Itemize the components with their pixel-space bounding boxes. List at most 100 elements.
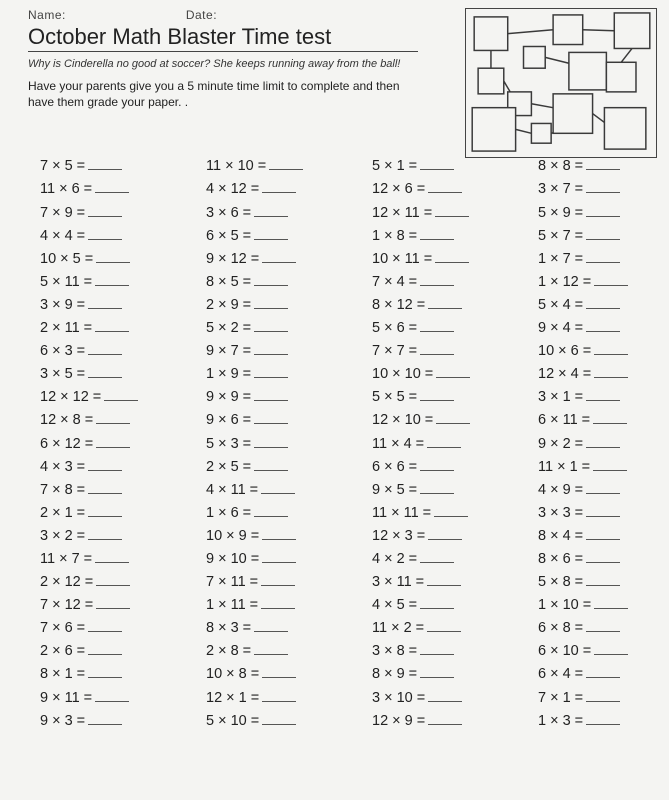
answer-blank[interactable]	[586, 574, 620, 586]
answer-blank[interactable]	[586, 505, 620, 517]
answer-blank[interactable]	[88, 482, 122, 494]
answer-blank[interactable]	[594, 343, 628, 355]
answer-blank[interactable]	[88, 158, 122, 170]
answer-blank[interactable]	[593, 459, 627, 471]
answer-blank[interactable]	[88, 713, 122, 725]
answer-blank[interactable]	[88, 205, 122, 217]
answer-blank[interactable]	[262, 181, 296, 193]
answer-blank[interactable]	[95, 551, 129, 563]
answer-blank[interactable]	[586, 620, 620, 632]
answer-blank[interactable]	[420, 459, 454, 471]
answer-blank[interactable]	[434, 505, 468, 517]
answer-blank[interactable]	[254, 459, 288, 471]
answer-blank[interactable]	[427, 620, 461, 632]
answer-blank[interactable]	[586, 389, 620, 401]
answer-blank[interactable]	[95, 274, 129, 286]
answer-blank[interactable]	[95, 181, 129, 193]
answer-blank[interactable]	[96, 574, 130, 586]
answer-blank[interactable]	[262, 251, 296, 263]
answer-blank[interactable]	[88, 528, 122, 540]
answer-blank[interactable]	[436, 412, 470, 424]
answer-blank[interactable]	[586, 690, 620, 702]
answer-blank[interactable]	[96, 412, 130, 424]
answer-blank[interactable]	[586, 181, 620, 193]
answer-blank[interactable]	[262, 528, 296, 540]
answer-blank[interactable]	[254, 620, 288, 632]
answer-blank[interactable]	[420, 320, 454, 332]
answer-blank[interactable]	[88, 505, 122, 517]
answer-blank[interactable]	[427, 574, 461, 586]
answer-blank[interactable]	[420, 228, 454, 240]
answer-blank[interactable]	[254, 389, 288, 401]
answer-blank[interactable]	[420, 158, 454, 170]
answer-blank[interactable]	[428, 713, 462, 725]
answer-blank[interactable]	[594, 274, 628, 286]
answer-blank[interactable]	[261, 597, 295, 609]
answer-blank[interactable]	[261, 482, 295, 494]
answer-blank[interactable]	[420, 389, 454, 401]
answer-blank[interactable]	[88, 643, 122, 655]
answer-blank[interactable]	[88, 666, 122, 678]
answer-blank[interactable]	[254, 274, 288, 286]
answer-blank[interactable]	[420, 666, 454, 678]
answer-blank[interactable]	[420, 343, 454, 355]
answer-blank[interactable]	[420, 597, 454, 609]
answer-blank[interactable]	[594, 597, 628, 609]
answer-blank[interactable]	[254, 436, 288, 448]
answer-blank[interactable]	[254, 343, 288, 355]
answer-blank[interactable]	[254, 643, 288, 655]
answer-blank[interactable]	[262, 690, 296, 702]
answer-blank[interactable]	[262, 666, 296, 678]
answer-blank[interactable]	[428, 528, 462, 540]
answer-blank[interactable]	[586, 158, 620, 170]
answer-blank[interactable]	[96, 597, 130, 609]
answer-blank[interactable]	[428, 297, 462, 309]
answer-blank[interactable]	[88, 297, 122, 309]
answer-blank[interactable]	[586, 666, 620, 678]
answer-blank[interactable]	[269, 158, 303, 170]
answer-blank[interactable]	[88, 620, 122, 632]
answer-blank[interactable]	[95, 320, 129, 332]
answer-blank[interactable]	[261, 574, 295, 586]
answer-blank[interactable]	[586, 528, 620, 540]
answer-blank[interactable]	[254, 366, 288, 378]
answer-blank[interactable]	[435, 205, 469, 217]
answer-blank[interactable]	[88, 459, 122, 471]
answer-blank[interactable]	[594, 366, 628, 378]
answer-blank[interactable]	[420, 482, 454, 494]
answer-blank[interactable]	[254, 505, 288, 517]
answer-blank[interactable]	[586, 551, 620, 563]
answer-blank[interactable]	[586, 251, 620, 263]
answer-blank[interactable]	[254, 205, 288, 217]
answer-blank[interactable]	[420, 643, 454, 655]
answer-blank[interactable]	[586, 297, 620, 309]
answer-blank[interactable]	[254, 320, 288, 332]
answer-blank[interactable]	[254, 228, 288, 240]
answer-blank[interactable]	[262, 713, 296, 725]
answer-blank[interactable]	[88, 343, 122, 355]
answer-blank[interactable]	[88, 228, 122, 240]
answer-blank[interactable]	[586, 205, 620, 217]
answer-blank[interactable]	[262, 551, 296, 563]
answer-blank[interactable]	[96, 436, 130, 448]
answer-blank[interactable]	[427, 436, 461, 448]
answer-blank[interactable]	[436, 366, 470, 378]
answer-blank[interactable]	[420, 551, 454, 563]
answer-blank[interactable]	[593, 412, 627, 424]
answer-blank[interactable]	[586, 713, 620, 725]
answer-blank[interactable]	[586, 436, 620, 448]
answer-blank[interactable]	[435, 251, 469, 263]
answer-blank[interactable]	[104, 389, 138, 401]
answer-blank[interactable]	[420, 274, 454, 286]
answer-blank[interactable]	[586, 320, 620, 332]
answer-blank[interactable]	[586, 228, 620, 240]
answer-blank[interactable]	[95, 690, 129, 702]
answer-blank[interactable]	[96, 251, 130, 263]
answer-blank[interactable]	[428, 690, 462, 702]
answer-blank[interactable]	[88, 366, 122, 378]
answer-blank[interactable]	[254, 412, 288, 424]
answer-blank[interactable]	[254, 297, 288, 309]
answer-blank[interactable]	[586, 482, 620, 494]
answer-blank[interactable]	[594, 643, 628, 655]
answer-blank[interactable]	[428, 181, 462, 193]
